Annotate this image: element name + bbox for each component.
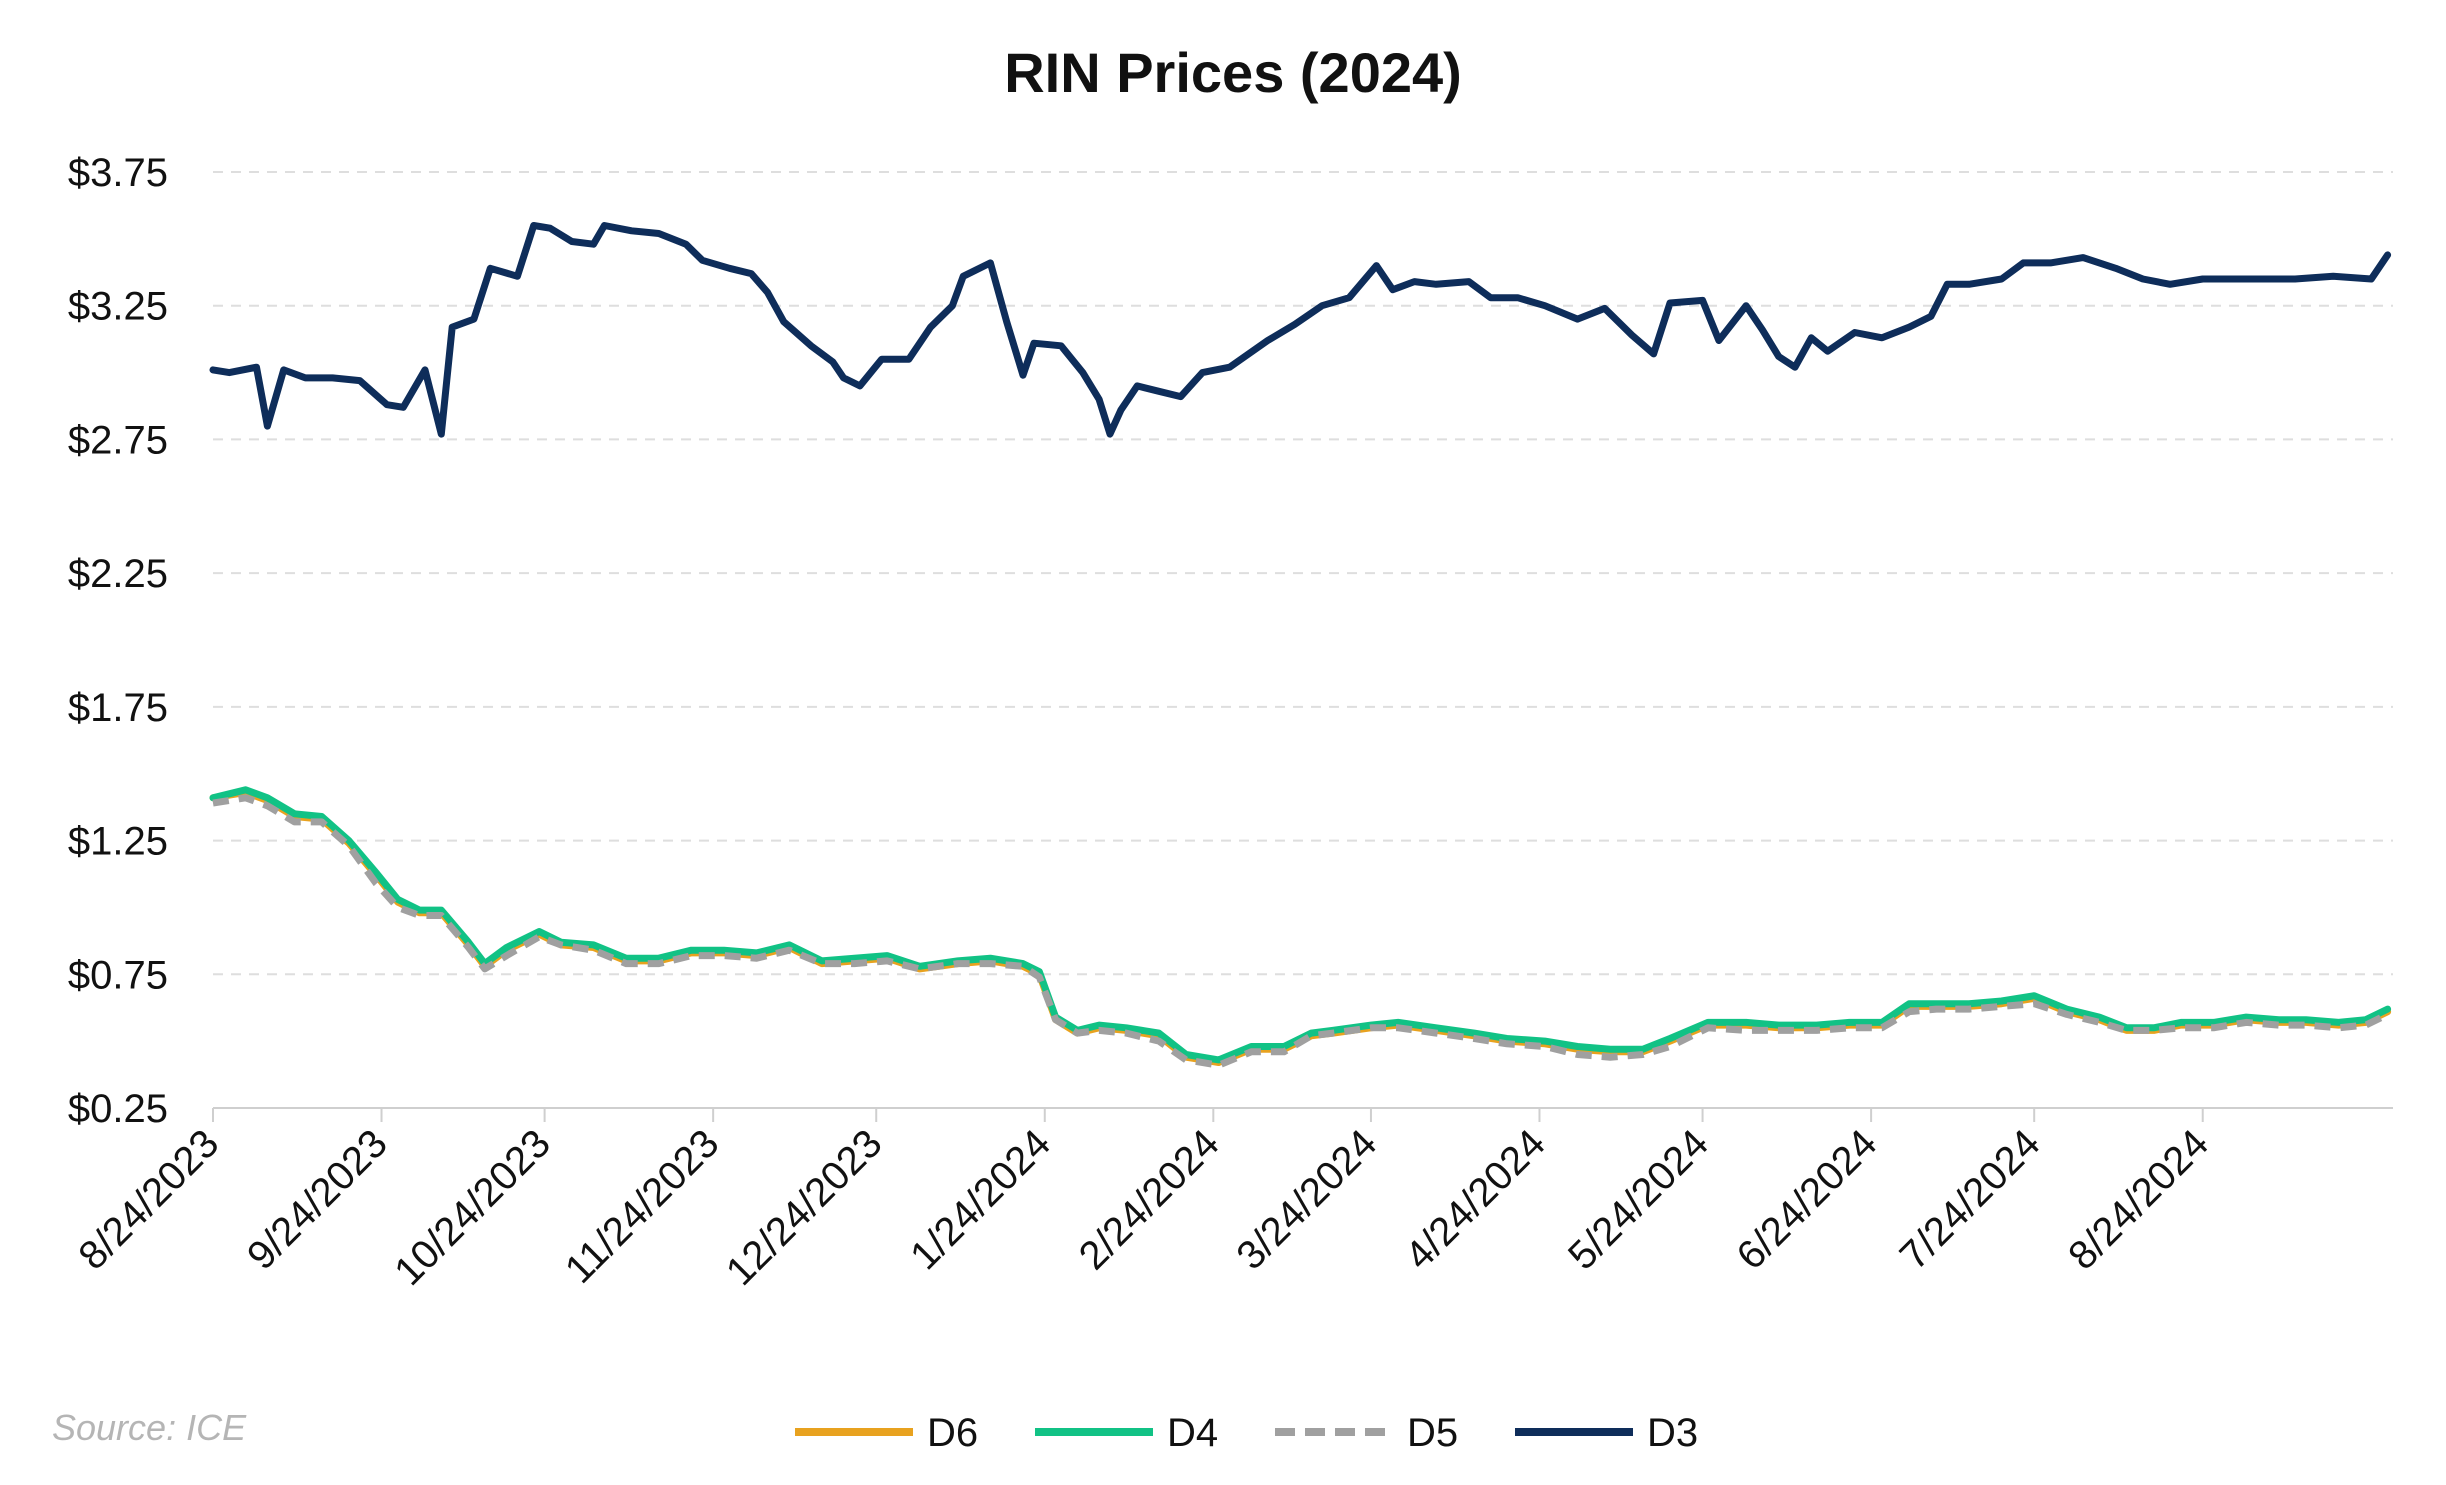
x-tick-label: 8/24/2024 <box>2060 1121 2217 1278</box>
legend-label-d6: D6 <box>927 1411 978 1455</box>
x-tick-label: 6/24/2024 <box>1729 1121 1886 1278</box>
legend: D6 D4 D5 D3 <box>795 1411 1698 1455</box>
legend-label-d3: D3 <box>1647 1411 1698 1455</box>
x-tick-label: 7/24/2024 <box>1892 1121 2049 1278</box>
x-tick-label: 11/24/2023 <box>557 1121 728 1292</box>
y-tick-label: $0.25 <box>68 1087 168 1131</box>
chart-title: RIN Prices (2024) <box>1004 41 1462 104</box>
y-tick-label: $2.25 <box>68 552 168 596</box>
series-lines <box>209 222 2392 1069</box>
y-tick-label: $3.75 <box>68 151 168 195</box>
series-line-d5 <box>212 794 2390 1069</box>
x-tick-label: 2/24/2024 <box>1071 1121 1228 1278</box>
series-line-d4 <box>209 786 2392 1064</box>
x-tick-label: 9/24/2023 <box>239 1121 396 1278</box>
x-tick-label: 3/24/2024 <box>1228 1121 1385 1278</box>
legend-label-d5: D5 <box>1407 1411 1458 1455</box>
x-tick-label: 5/24/2024 <box>1560 1121 1717 1278</box>
y-tick-label: $1.75 <box>68 686 168 730</box>
y-tick-label: $3.25 <box>68 285 168 329</box>
series-line-d6 <box>209 788 2392 1066</box>
x-tick-label: 10/24/2023 <box>386 1121 559 1294</box>
x-tick-label: 1/24/2024 <box>902 1121 1059 1278</box>
y-tick-label: $0.75 <box>68 953 168 997</box>
y-tick-label: $2.75 <box>68 418 168 462</box>
legend-label-d4: D4 <box>1167 1411 1218 1455</box>
x-tick-label: 12/24/2023 <box>718 1121 891 1294</box>
gridlines <box>213 171 2393 976</box>
y-tick-label: $1.25 <box>68 820 168 864</box>
x-axis: 8/24/2023 9/24/202310/24/202311/24/202312… <box>70 1107 2393 1294</box>
series-line-d3 <box>209 222 2392 438</box>
y-axis: $3.75 $3.25 $2.75 $2.25 $1.75 $1.25 $0.75 $0.25 <box>68 151 168 1131</box>
source-note: Source: ICE <box>52 1407 247 1448</box>
x-tick-label: 4/24/2024 <box>1397 1121 1554 1278</box>
x-tick-label: 8/24/2023 <box>70 1121 227 1278</box>
